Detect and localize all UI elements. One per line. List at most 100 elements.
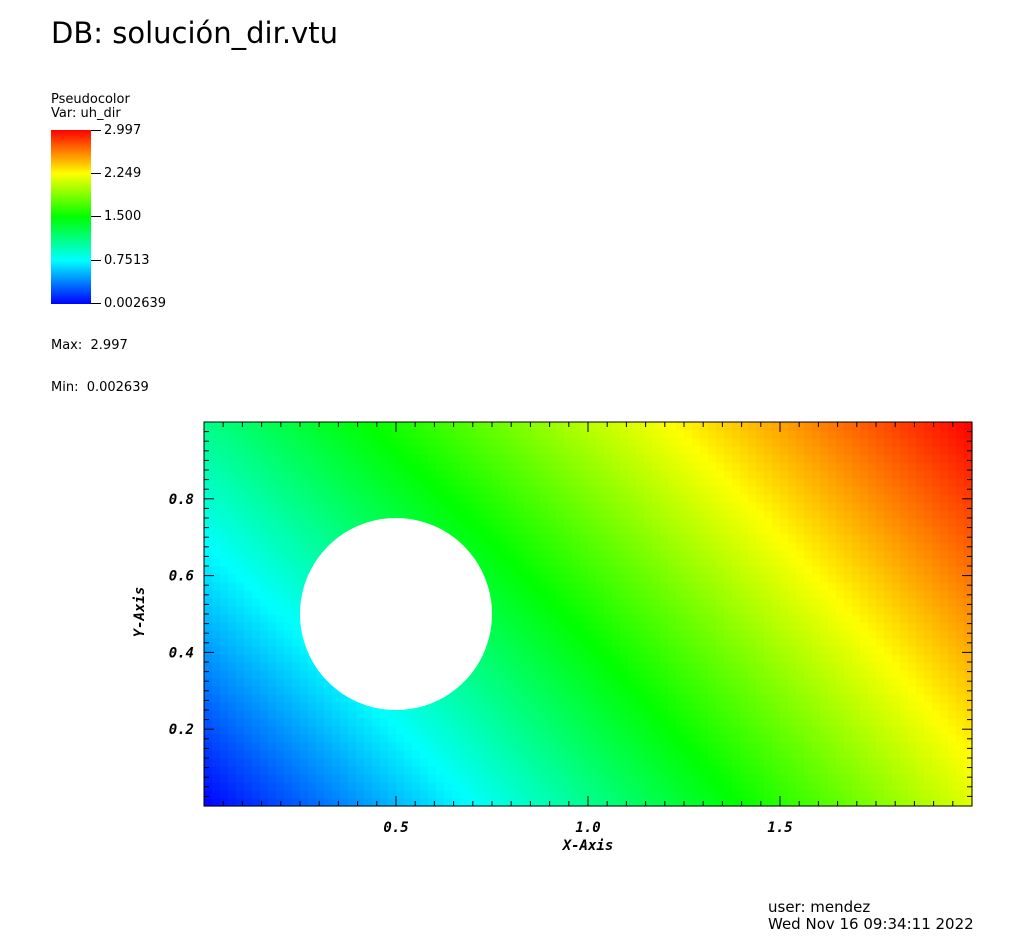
- field-cell: [852, 750, 861, 759]
- field-cell: [452, 502, 461, 511]
- field-cell: [908, 534, 917, 543]
- field-cell: [740, 598, 749, 607]
- field-cell: [884, 662, 893, 671]
- field-cell: [236, 422, 245, 431]
- field-cell: [956, 678, 965, 687]
- field-cell: [628, 454, 637, 463]
- field-cell: [484, 734, 493, 743]
- field-cell: [268, 454, 277, 463]
- field-cell: [388, 478, 397, 487]
- field-cell: [548, 486, 557, 495]
- footer-info: user: mendez Wed Nov 16 09:34:11 2022: [768, 899, 974, 933]
- field-cell: [596, 422, 605, 431]
- field-cell: [964, 766, 973, 775]
- field-cell: [700, 742, 709, 751]
- field-cell: [740, 662, 749, 671]
- field-cell: [212, 614, 221, 623]
- field-cell: [508, 510, 517, 519]
- field-cell: [404, 446, 413, 455]
- field-cell: [924, 774, 933, 783]
- field-cell: [236, 702, 245, 711]
- field-cell: [740, 782, 749, 791]
- field-cell: [900, 694, 909, 703]
- field-cell: [460, 502, 469, 511]
- field-cell: [660, 494, 669, 503]
- field-cell: [532, 614, 541, 623]
- field-cell: [940, 598, 949, 607]
- field-cell: [700, 782, 709, 791]
- field-cell: [292, 494, 301, 503]
- field-cell: [676, 494, 685, 503]
- field-cell: [532, 566, 541, 575]
- field-cell: [348, 766, 357, 775]
- field-cell: [300, 438, 309, 447]
- field-cell: [244, 462, 253, 471]
- field-cell: [924, 598, 933, 607]
- field-cell: [292, 662, 301, 671]
- field-cell: [620, 486, 629, 495]
- field-cell: [916, 630, 925, 639]
- field-cell: [316, 718, 325, 727]
- field-cell: [764, 670, 773, 679]
- field-cell: [748, 614, 757, 623]
- field-cell: [740, 582, 749, 591]
- field-cell: [548, 798, 557, 807]
- field-cell: [420, 734, 429, 743]
- field-cell: [308, 782, 317, 791]
- field-cell: [948, 646, 957, 655]
- field-cell: [548, 622, 557, 631]
- field-cell: [964, 614, 973, 623]
- field-cell: [492, 462, 501, 471]
- field-cell: [284, 566, 293, 575]
- field-cell: [932, 758, 941, 767]
- field-cell: [660, 670, 669, 679]
- field-cell: [604, 486, 613, 495]
- field-cell: [516, 446, 525, 455]
- field-cell: [692, 766, 701, 775]
- field-cell: [556, 422, 565, 431]
- field-cell: [884, 550, 893, 559]
- field-cell: [260, 766, 269, 775]
- field-cell: [332, 502, 341, 511]
- field-cell: [236, 694, 245, 703]
- field-cell: [716, 502, 725, 511]
- field-cell: [908, 750, 917, 759]
- field-cell: [668, 750, 677, 759]
- field-cell: [940, 558, 949, 567]
- field-cell: [588, 734, 597, 743]
- field-cell: [820, 766, 829, 775]
- field-cell: [708, 726, 717, 735]
- field-cell: [244, 494, 253, 503]
- field-cell: [644, 662, 653, 671]
- field-cell: [404, 782, 413, 791]
- field-cell: [252, 734, 261, 743]
- field-cell: [884, 518, 893, 527]
- field-cell: [716, 478, 725, 487]
- field-cell: [844, 422, 853, 431]
- field-cell: [212, 438, 221, 447]
- field-cell: [756, 542, 765, 551]
- field-cell: [844, 662, 853, 671]
- field-cell: [268, 726, 277, 735]
- field-cell: [444, 750, 453, 759]
- field-cell: [876, 742, 885, 751]
- field-cell: [884, 790, 893, 799]
- field-cell: [708, 550, 717, 559]
- field-cell: [244, 782, 253, 791]
- field-cell: [676, 726, 685, 735]
- field-cell: [692, 790, 701, 799]
- field-cell: [372, 774, 381, 783]
- field-cell: [852, 694, 861, 703]
- field-cell: [260, 422, 269, 431]
- field-cell: [740, 574, 749, 583]
- field-cell: [844, 750, 853, 759]
- field-cell: [716, 614, 725, 623]
- field-cell: [404, 774, 413, 783]
- field-cell: [228, 678, 237, 687]
- field-cell: [772, 646, 781, 655]
- field-cell: [404, 750, 413, 759]
- field-cell: [852, 790, 861, 799]
- field-cell: [540, 790, 549, 799]
- field-cell: [588, 630, 597, 639]
- field-cell: [844, 518, 853, 527]
